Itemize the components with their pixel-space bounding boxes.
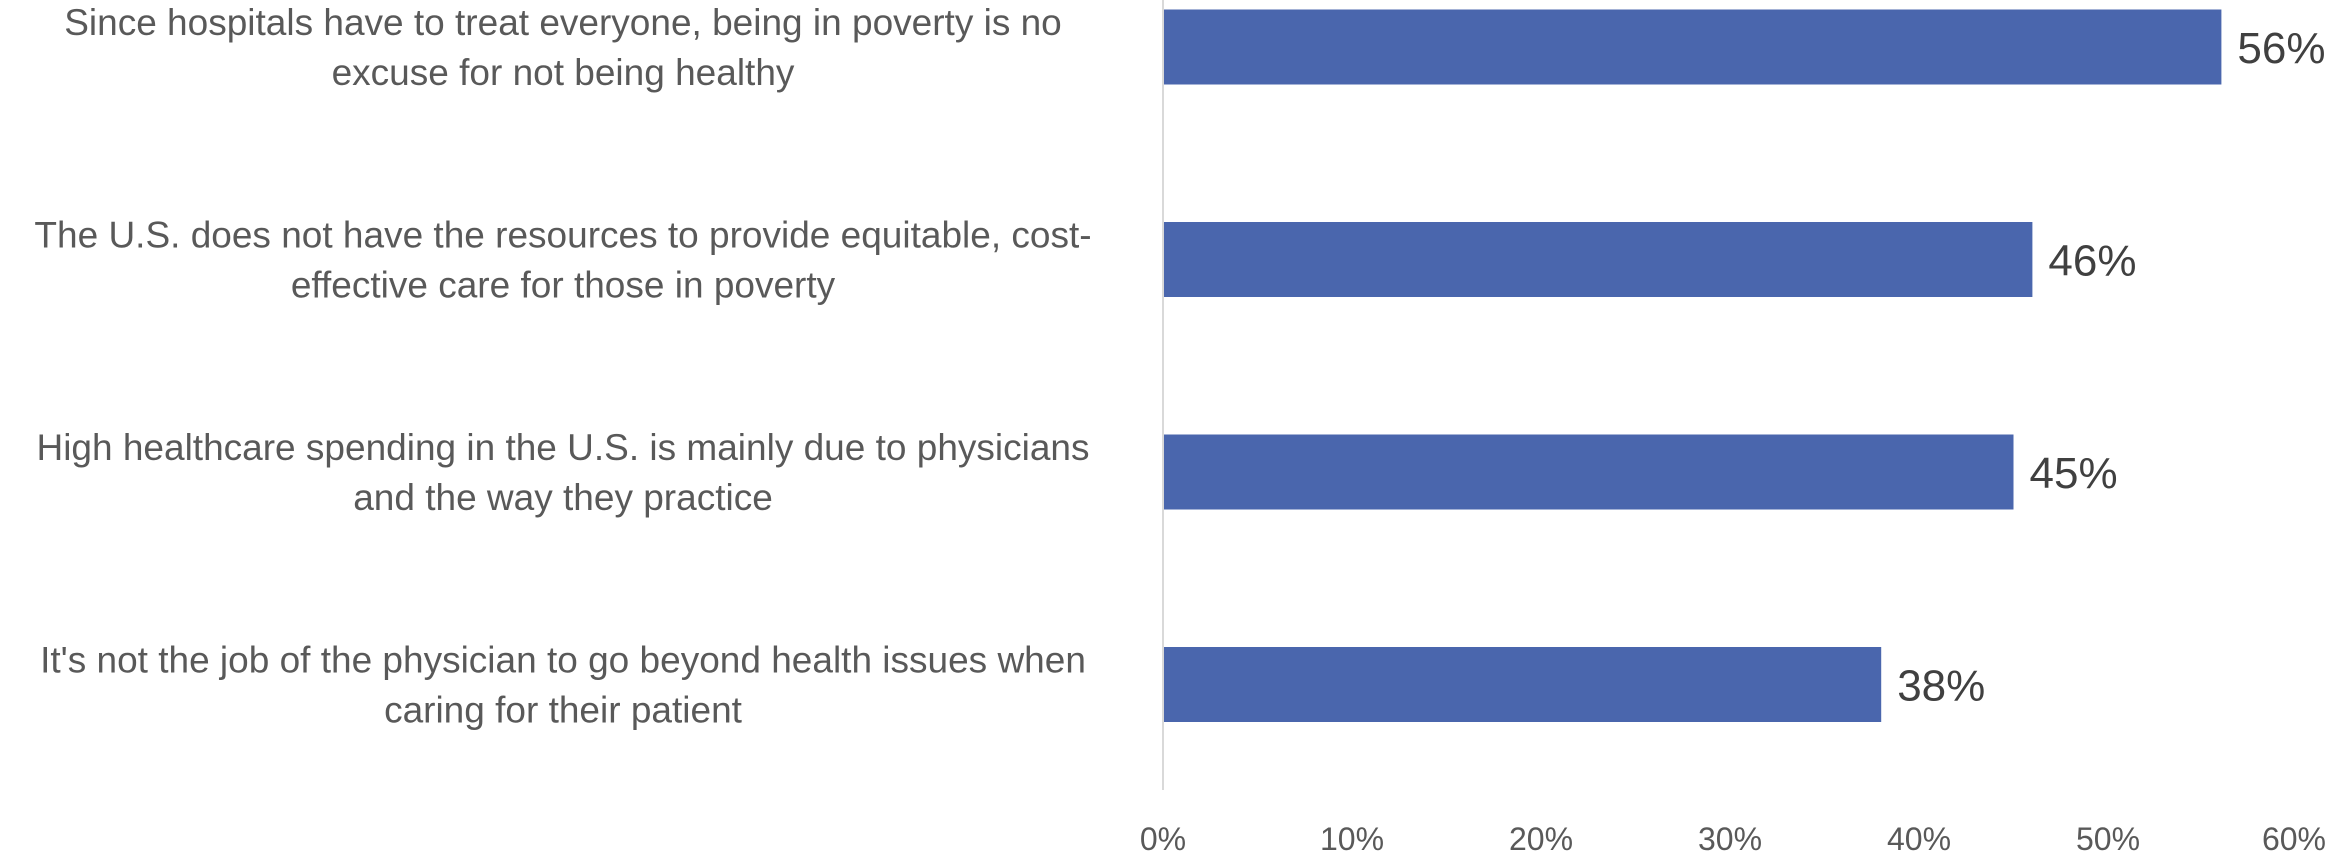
x-tick-label: 60% xyxy=(2262,821,2326,857)
x-tick-label: 10% xyxy=(1320,821,1384,857)
category-label: and the way they practice xyxy=(353,477,773,518)
x-tick-label: 40% xyxy=(1887,821,1951,857)
bar xyxy=(1163,647,1881,722)
category-label: excuse for not being healthy xyxy=(332,52,795,93)
x-tick-label: 50% xyxy=(2076,821,2140,857)
data-label: 56% xyxy=(2237,24,2325,73)
bar xyxy=(1163,435,2014,510)
category-label: caring for their patient xyxy=(384,690,743,731)
x-axis-ticks-group: 0% 10% 20% 30% 40% 50% 60% xyxy=(1140,821,2326,857)
x-tick-label: 20% xyxy=(1509,821,1573,857)
bar xyxy=(1163,10,2221,85)
category-label: effective care for those in poverty xyxy=(291,265,836,306)
bar xyxy=(1163,222,2032,297)
category-label: Since hospitals have to treat everyone, … xyxy=(64,2,1062,43)
bars-group xyxy=(1163,10,2221,723)
category-label: It's not the job of the physician to go … xyxy=(40,640,1086,681)
category-labels-group: Since hospitals have to treat everyone, … xyxy=(34,2,1091,731)
data-label: 45% xyxy=(2030,449,2118,498)
category-label: The U.S. does not have the resources to … xyxy=(34,215,1091,256)
x-tick-label: 30% xyxy=(1698,821,1762,857)
data-label: 46% xyxy=(2048,237,2136,286)
category-label: High healthcare spending in the U.S. is … xyxy=(36,427,1089,468)
data-label: 38% xyxy=(1897,662,1985,711)
x-tick-label: 0% xyxy=(1140,821,1186,857)
value-labels-group: 56% 46% 45% 38% xyxy=(1897,24,2325,711)
